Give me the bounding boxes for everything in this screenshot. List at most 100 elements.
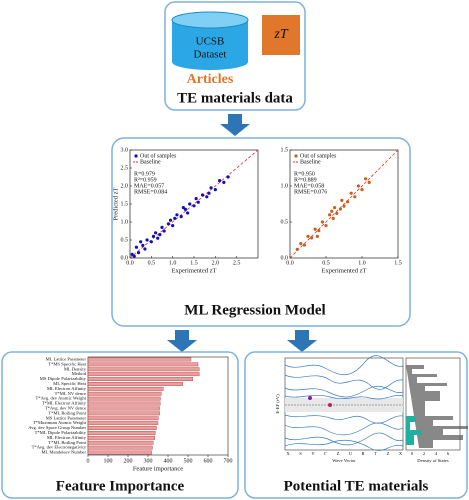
x-tick-label: 2.0 [212, 260, 220, 266]
x-tick-label: 1.5 [190, 260, 198, 266]
point [346, 200, 350, 204]
category-label: ML Electron Affinity [47, 435, 87, 440]
x-tick-label: 1.5 [394, 260, 402, 266]
category-label: T*ML Boiling Point [48, 440, 86, 445]
point [149, 240, 153, 244]
category-label: ML Electron Affinity [47, 386, 87, 391]
point [134, 245, 138, 249]
y-tick-label: 0.0 [121, 255, 129, 261]
kpoint-label: U [349, 451, 353, 456]
legend-label: Baseline [300, 159, 321, 165]
legend-marker [134, 154, 138, 158]
point [145, 238, 149, 242]
bar [87, 391, 162, 396]
arrow [220, 114, 250, 136]
point [158, 233, 162, 237]
box-title: ML Regression Model [184, 302, 325, 318]
category-label: T*Avg. dev NV dence [45, 406, 86, 411]
point [356, 184, 360, 188]
bar [87, 377, 194, 381]
category-label: ML Specific Heat [53, 381, 86, 386]
x-tick-label: 400 [164, 458, 173, 464]
point [181, 206, 185, 210]
bar [87, 362, 199, 367]
x-tick-label: 500 [184, 458, 193, 464]
metric: RMSE=0.084 [134, 189, 167, 195]
point [173, 216, 177, 220]
zt-box [262, 15, 300, 55]
dos-tick-label: 4 [435, 451, 438, 456]
point [315, 234, 319, 238]
point [207, 191, 211, 195]
x-tick-label: 2.5 [233, 260, 241, 266]
metric: RMSE=0.076 [294, 189, 327, 195]
x-tick-label: 0.0 [126, 260, 134, 266]
dos-tick-label: 2 [423, 451, 426, 456]
category-label: T*Avg. dev Atomic Weight [36, 396, 87, 401]
point [320, 220, 324, 224]
point [162, 229, 166, 233]
point [188, 202, 192, 206]
point [349, 191, 353, 195]
point [154, 231, 158, 235]
kpoint-label: X [286, 451, 290, 456]
y-tick-label: 1.0 [121, 219, 129, 225]
point [132, 254, 136, 258]
box-title: Feature Importance [56, 478, 185, 494]
point [353, 195, 357, 199]
point [200, 193, 205, 197]
point [335, 211, 339, 215]
y-tick-label: 0.0 [281, 255, 289, 261]
point [136, 251, 141, 255]
category-label: ML Lattice Parameter [46, 357, 87, 362]
point [168, 218, 173, 222]
bar [87, 450, 152, 455]
metric: R²=0.889 [294, 177, 317, 183]
kpoint-label: Y [311, 451, 315, 456]
point [194, 197, 198, 201]
point [324, 224, 328, 228]
point [338, 207, 342, 211]
x-tick-label: 0.5 [322, 260, 330, 266]
point [175, 213, 179, 217]
kpoint-label: T [374, 451, 377, 456]
bar [87, 406, 160, 411]
metric: MAE=0.057 [134, 183, 164, 189]
category-label: ML Density [64, 366, 87, 371]
arrow [287, 330, 317, 352]
bar [87, 440, 154, 445]
bar [87, 367, 200, 372]
x-tick-label: 0.0 [286, 260, 294, 266]
bar [87, 386, 164, 391]
band-structure [284, 355, 468, 451]
metric: R=0.979 [134, 171, 155, 177]
point [171, 224, 175, 228]
category-label: MS Lattice Parameter [46, 415, 87, 420]
category-label: Avg. dev Space Group Number [28, 425, 86, 430]
legend-label: Out of samples [140, 152, 177, 159]
plot-frame [87, 356, 229, 456]
dos-label: Density of States [417, 458, 449, 463]
point [306, 234, 310, 238]
cylinder-top [171, 11, 249, 29]
x-axis-label: Experimented zT [172, 267, 217, 274]
x-tick-label: 100 [104, 458, 113, 464]
articles-text: Articles [187, 72, 234, 87]
x-axis-label: Feature importance [133, 465, 183, 472]
metric: MAE=0.058 [294, 183, 324, 189]
point [160, 225, 164, 229]
point [340, 198, 344, 202]
legend-marker [294, 154, 298, 158]
bar [87, 382, 184, 386]
x-tick-label: 0 [87, 458, 90, 464]
point [218, 179, 222, 183]
point [166, 222, 170, 226]
y-tick-label: 1.5 [121, 201, 129, 207]
x-tick-label: 300 [144, 458, 153, 464]
category-label: T*Maximum Atomic Weight [33, 420, 87, 425]
point [192, 204, 196, 208]
x-axis-label: Wave Vector [332, 458, 356, 463]
cylinder-bottom [172, 54, 248, 70]
point [310, 236, 314, 240]
point [360, 188, 364, 192]
